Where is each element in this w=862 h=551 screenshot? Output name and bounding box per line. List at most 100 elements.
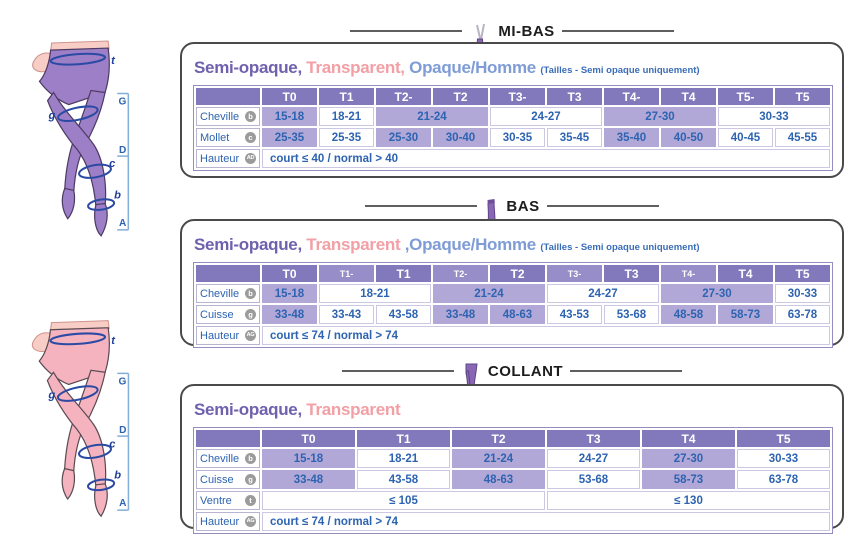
row-label-cell: Hauteur AG: [196, 512, 260, 531]
section-box-collant: Semi-opaque, Transparent T0 T1 T2 T3 T4 T5 Chev…: [180, 384, 844, 534]
measure-point-icon: b: [245, 453, 256, 464]
table-cell: 48-63: [490, 305, 545, 324]
row-label: Hauteur: [200, 152, 240, 165]
table-row: Cheville b 15-18 18-21 21-24 24-27 27-30 30-33: [196, 107, 830, 126]
measure-label-c: c: [109, 158, 115, 170]
height-ruler: [117, 92, 130, 231]
table-cell: 43-58: [376, 305, 431, 324]
measure-point-icon: g: [245, 474, 256, 485]
table-cell: 33-43: [319, 305, 374, 324]
measure-point-icon: AG: [245, 330, 256, 341]
col-header: T2-: [433, 265, 488, 282]
measure-ring-ankle: [87, 478, 116, 492]
table-cell: 33-48: [262, 305, 317, 324]
table-cell: 18-21: [319, 107, 374, 126]
table-cell: 40-45: [718, 128, 773, 147]
fabric-types-subtitle: Semi-opaque, Transparent: [194, 400, 831, 420]
table-cell: 27-30: [604, 107, 716, 126]
height-ruler: [117, 372, 130, 511]
subtitle-part-purple: Semi-opaque,: [194, 400, 302, 419]
subtitle-part-note: (Tailles - Semi opaque uniquement): [540, 65, 700, 76]
measure-ring-thigh: [57, 105, 99, 122]
table-cell: 30-40: [433, 128, 488, 147]
ruler-label-G: G: [118, 97, 126, 108]
section-title-collant: COLLANT: [180, 360, 844, 409]
row-label: Ventre: [200, 494, 232, 507]
table-row: Mollet c 25-35 25-35 25-30 30-40 30-35 35-45 35-…: [196, 128, 830, 147]
measure-label-t: t: [111, 55, 116, 67]
row-label-cell: Ventre t: [196, 491, 260, 510]
table-cell: 33-48: [433, 305, 488, 324]
col-header: T0: [262, 265, 317, 282]
table-cell: 24-27: [490, 107, 602, 126]
legs-figure-bare: t g c b G D A: [31, 320, 130, 518]
table-cell: 24-27: [547, 449, 640, 468]
title-rule-left: [365, 205, 478, 207]
col-header: T4: [642, 430, 735, 447]
fabric-types-subtitle: Semi-opaque, Transparent ,Opaque/Homme (…: [194, 235, 831, 255]
row-label-cell: Cuisse g: [196, 305, 260, 324]
measure-point-icon: t: [245, 495, 256, 506]
col-header: T1: [319, 88, 374, 105]
row-label-cell: Cheville b: [196, 284, 260, 303]
table-cell: 40-50: [661, 128, 716, 147]
title-rule-left: [350, 30, 463, 32]
row-label: Mollet: [200, 131, 230, 144]
row-label: Cheville: [200, 452, 240, 465]
ruler-label-D: D: [119, 145, 126, 156]
table-cell: 18-21: [319, 284, 431, 303]
ruler-label-D: D: [119, 425, 126, 436]
measure-label-b: b: [114, 470, 121, 482]
measure-label-c: c: [109, 438, 116, 450]
row-label-cell: Hauteur AD: [196, 149, 260, 168]
col-header: T4: [718, 265, 773, 282]
table-cell: 53-68: [604, 305, 659, 324]
col-header: T3-: [490, 88, 545, 105]
table-cell: court ≤ 40 / normal > 40: [262, 149, 830, 168]
ruler-label-A: A: [119, 498, 127, 509]
table-cell: 30-33: [718, 107, 830, 126]
col-header: T1: [357, 430, 450, 447]
col-header: T2: [490, 265, 545, 282]
row-label: Cuisse: [200, 473, 234, 486]
table-cell: 48-58: [661, 305, 716, 324]
table-cell: 63-78: [775, 305, 830, 324]
table-row: Cheville b 15-18 18-21 21-24 24-27 27-30 30-33: [196, 284, 830, 303]
measure-label-g: g: [48, 110, 56, 122]
measure-point-icon: g: [245, 309, 256, 320]
table-cell: 21-24: [452, 449, 545, 468]
table-cell: 58-73: [718, 305, 773, 324]
table-cell: court ≤ 74 / normal > 74: [262, 326, 830, 345]
col-header: T0: [262, 88, 317, 105]
section-title-mi-bas: MI-BAS: [180, 20, 844, 55]
table-cell: 25-30: [376, 128, 431, 147]
measure-point-icon: c: [245, 132, 256, 143]
table-cell: 25-35: [319, 128, 374, 147]
back-foot: [61, 187, 76, 220]
table-row: Hauteur AD court ≤ 40 / normal > 40: [196, 149, 830, 168]
table-cell: 21-24: [433, 284, 545, 303]
table-cell: 33-48: [262, 470, 355, 489]
measure-point-icon: b: [245, 288, 256, 299]
subtitle-part-pink: Transparent: [301, 400, 401, 419]
table-cell: 27-30: [642, 449, 735, 468]
back-foot: [61, 467, 76, 501]
col-header: T2: [452, 430, 545, 447]
col-header: T2-: [376, 88, 431, 105]
table-cell: 15-18: [262, 107, 317, 126]
corner-cell: [196, 430, 260, 447]
measure-ring-waist: [49, 332, 107, 346]
row-label: Cuisse: [200, 308, 234, 321]
size-table-collant: T0 T1 T2 T3 T4 T5 Cheville b 15-18 18-21 21-24 24-2…: [193, 427, 833, 534]
col-header: T1: [376, 265, 431, 282]
legs-figure-tights: t g c b G D A: [32, 40, 130, 237]
table-row: Hauteur AG court ≤ 74 / normal > 74: [196, 512, 830, 531]
table-row: Ventre t ≤ 105 ≤ 130: [196, 491, 830, 510]
table-cell: 27-30: [661, 284, 773, 303]
col-header: T4: [661, 88, 716, 105]
measure-point-icon: b: [245, 111, 256, 122]
table-cell: 45-55: [775, 128, 830, 147]
subtitle-part-purple: Semi-opaque,: [194, 235, 302, 254]
table-cell: 35-45: [547, 128, 602, 147]
table-row: Cuisse g 33-48 33-43 43-58 33-48 48-63 43-53 53-…: [196, 305, 830, 324]
